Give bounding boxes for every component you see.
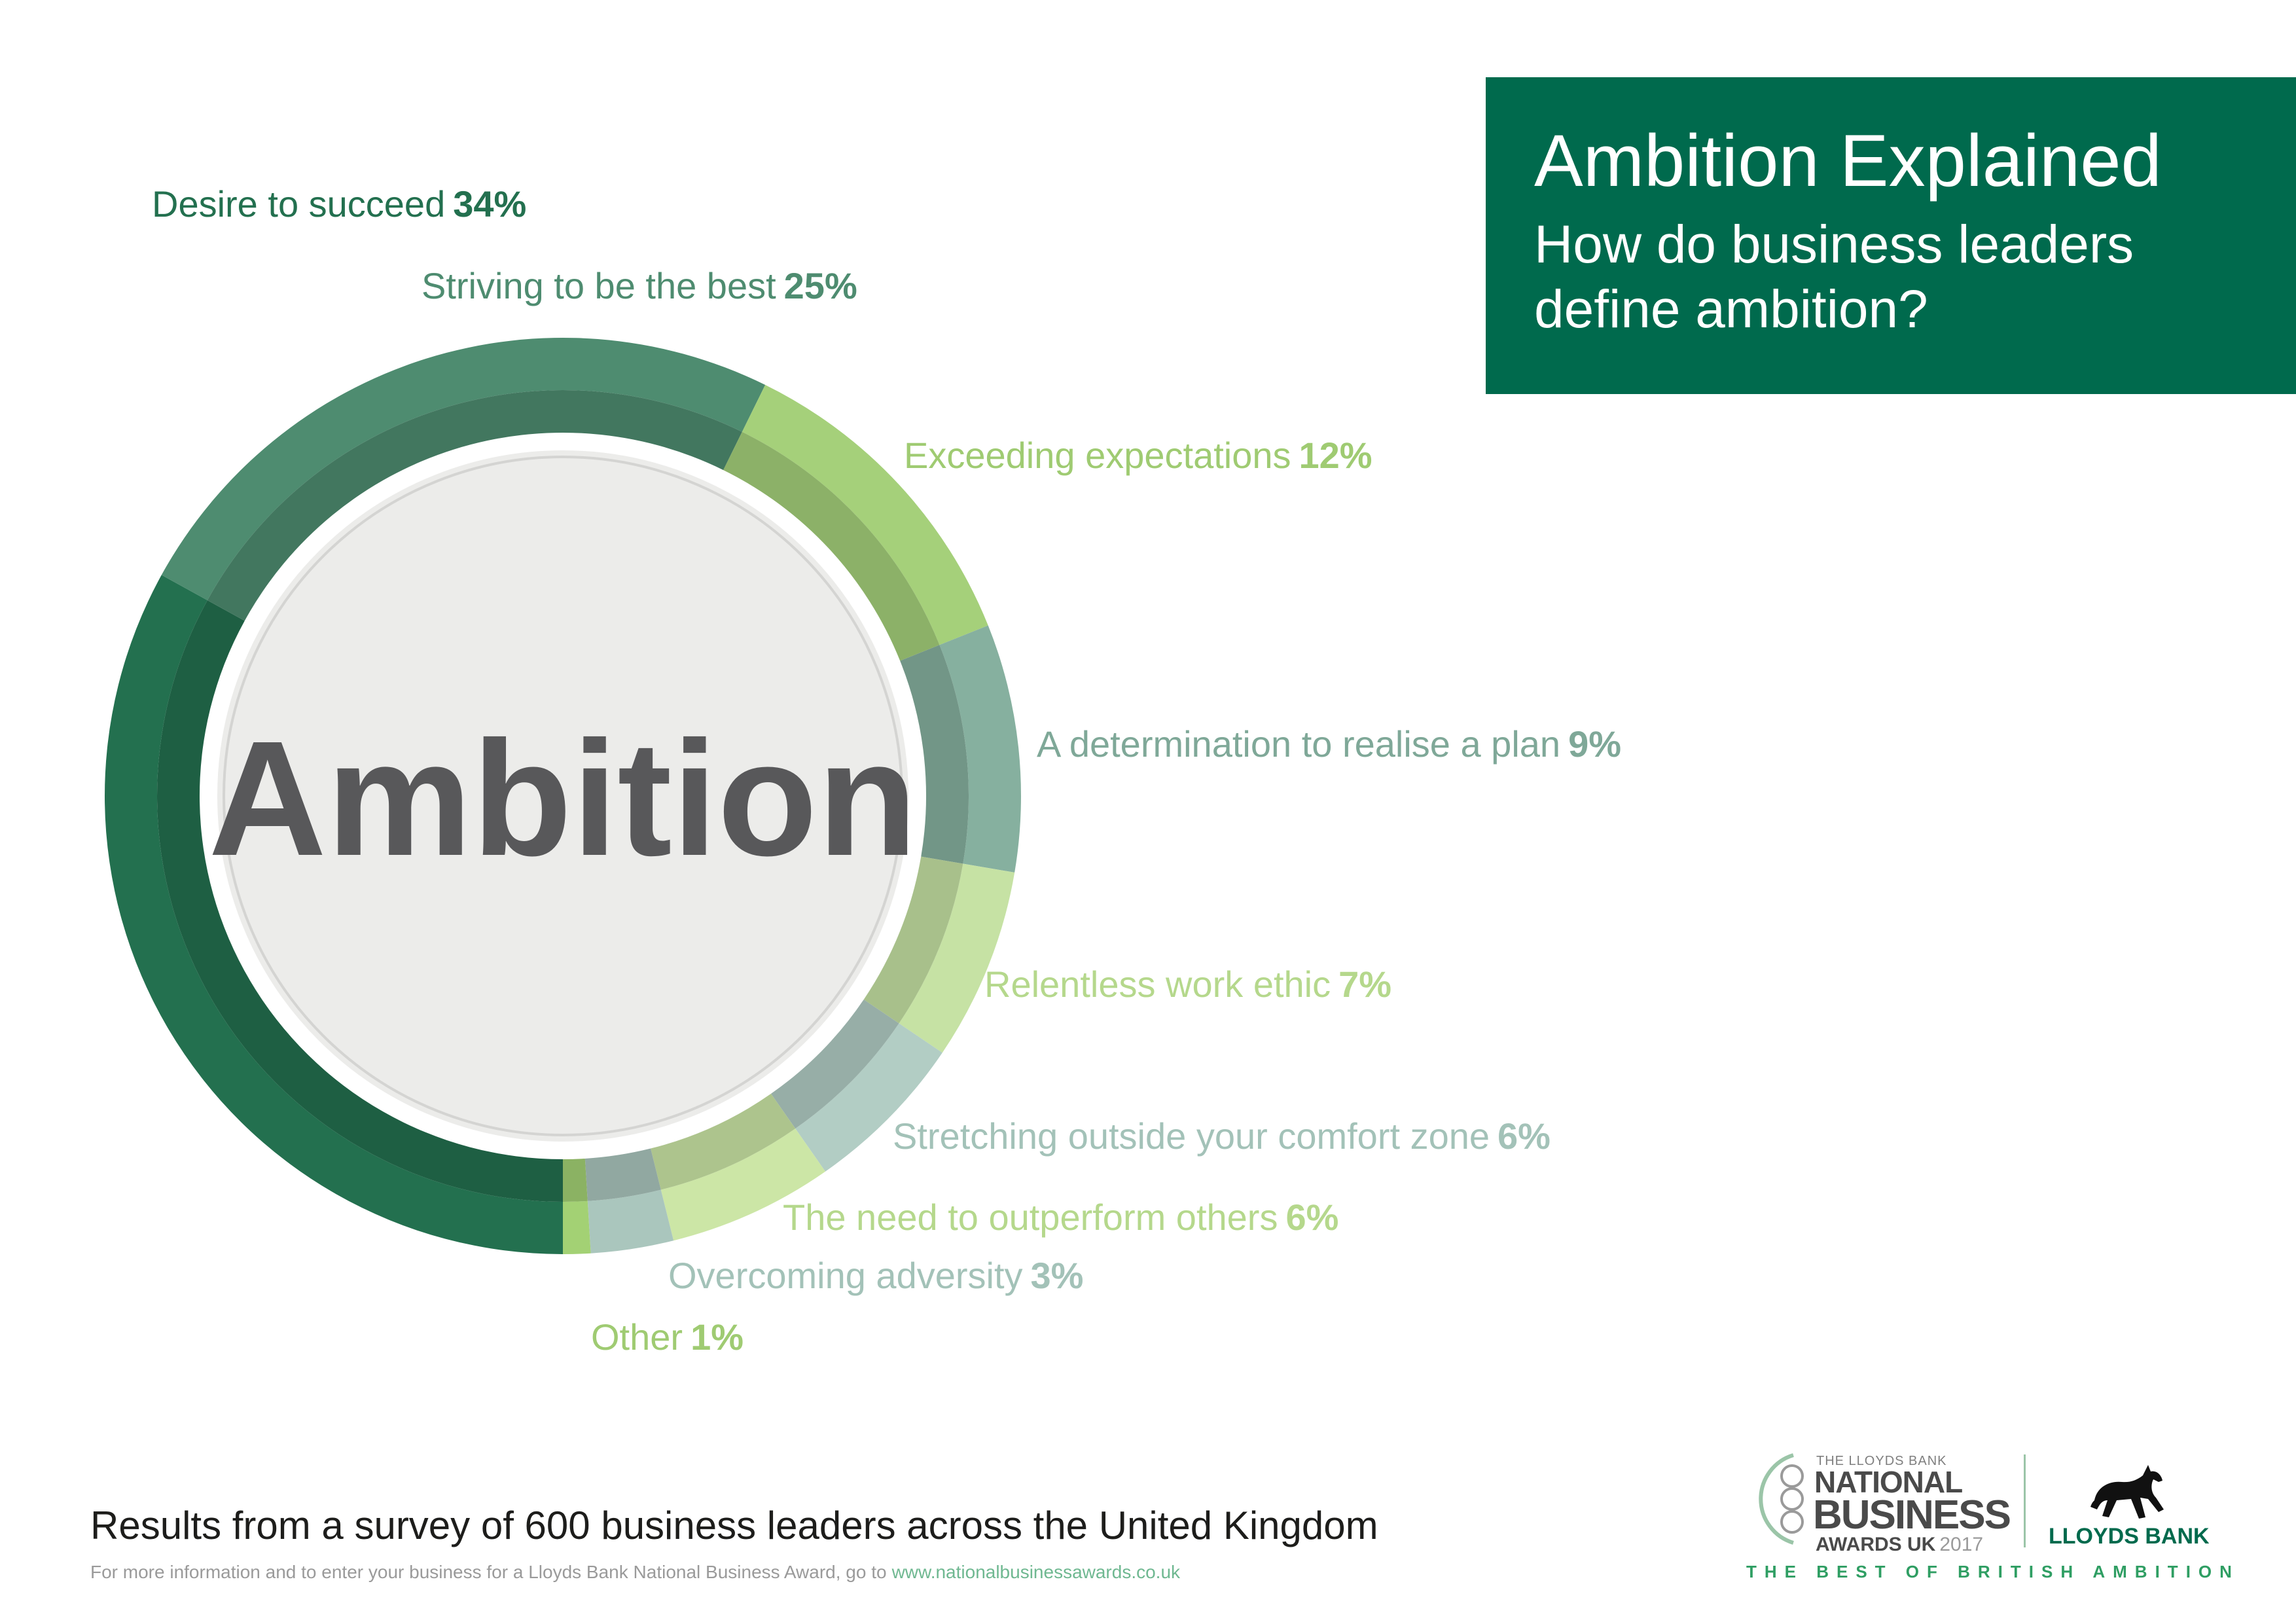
label-other: Other 1% <box>591 1316 744 1358</box>
ring-slice-inner-3 <box>900 645 969 864</box>
lloyds-bank-name: LLOYDS BANK <box>2049 1524 2210 1549</box>
label-overcoming-adversity: Overcoming adversity 3% <box>668 1255 1084 1296</box>
survey-source: Results from a survey of 600 business le… <box>90 1504 1378 1547</box>
nba-small-text: THE LLOYDS BANK <box>1816 1454 1947 1468</box>
label-determination-to-realise-a-plan: A determination to realise a plan 9% <box>1037 723 1621 765</box>
label-desire-to-succeed: Desire to succeed 34% <box>152 183 527 225</box>
label-exceeding-expectations: Exceeding expectations 12% <box>904 435 1372 476</box>
award-rings-icon <box>1759 1453 1804 1545</box>
ring-slice-outer-0 <box>105 575 563 1254</box>
nba-year: 2017 <box>1939 1534 1984 1555</box>
ring-slice-outer-5 <box>795 1023 942 1172</box>
label-striving-to-be-the-best: Striving to be the best 25% <box>422 265 857 306</box>
ring-slice-outer-3 <box>939 625 1021 873</box>
label-relentless-work-ethic: Relentless work ethic 7% <box>984 964 1392 1005</box>
ring-slice-inner-7 <box>584 1148 661 1201</box>
ring-slice-inner-6 <box>651 1093 796 1190</box>
ring-slice-outer-8 <box>563 1200 591 1254</box>
ring-slice-outer-1 <box>161 337 766 600</box>
center-disc <box>208 441 918 1151</box>
black-horse-icon <box>2090 1465 2164 1519</box>
ring-slice-inner-5 <box>770 999 899 1129</box>
label-stretching-outside-comfort-zone: Stretching outside your comfort zone 6% <box>893 1115 1551 1157</box>
ring-slice-inner-4 <box>863 856 963 1024</box>
ring-slice-inner-8 <box>563 1158 588 1202</box>
national-business-awards-logo: THE LLOYDS BANK NATIONAL BUSINESS AWARDS… <box>1741 1450 2219 1591</box>
ring-slice-inner-2 <box>723 431 940 661</box>
ring-slice-outer-7 <box>587 1189 674 1254</box>
logo-divider <box>2024 1454 2026 1547</box>
page-subtitle: How do business leaders define ambition? <box>1534 215 2134 339</box>
label-need-to-outperform-others: The need to outperform others 6% <box>783 1197 1339 1238</box>
ring-slice-outer-2 <box>742 384 988 645</box>
footer-link[interactable]: www.nationalbusinessawards.co.uk <box>891 1562 1181 1582</box>
footer-info-text: For more information and to enter your b… <box>90 1562 887 1582</box>
center-disc-outline <box>223 456 903 1136</box>
ring-slice-outer-6 <box>660 1128 826 1241</box>
center-label: Ambition <box>208 707 917 890</box>
ring-slice-inner-0 <box>156 600 563 1202</box>
ring-slice-inner-1 <box>207 389 742 621</box>
ring-slice-outer-4 <box>899 863 1015 1053</box>
nba-line3: AWARDS UK 2017 <box>1816 1534 1984 1555</box>
tagline: THE BEST OF BRITISH AMBITION <box>1746 1562 2240 1581</box>
footer-info: For more information and to enter your b… <box>90 1562 1180 1583</box>
title-box: Ambition Explained How do business leade… <box>1486 77 2296 394</box>
nba-line1: NATIONAL <box>1814 1465 1963 1499</box>
page-title: Ambition Explained <box>1534 120 2162 202</box>
nba-line2: BUSINESS <box>1813 1492 2011 1538</box>
